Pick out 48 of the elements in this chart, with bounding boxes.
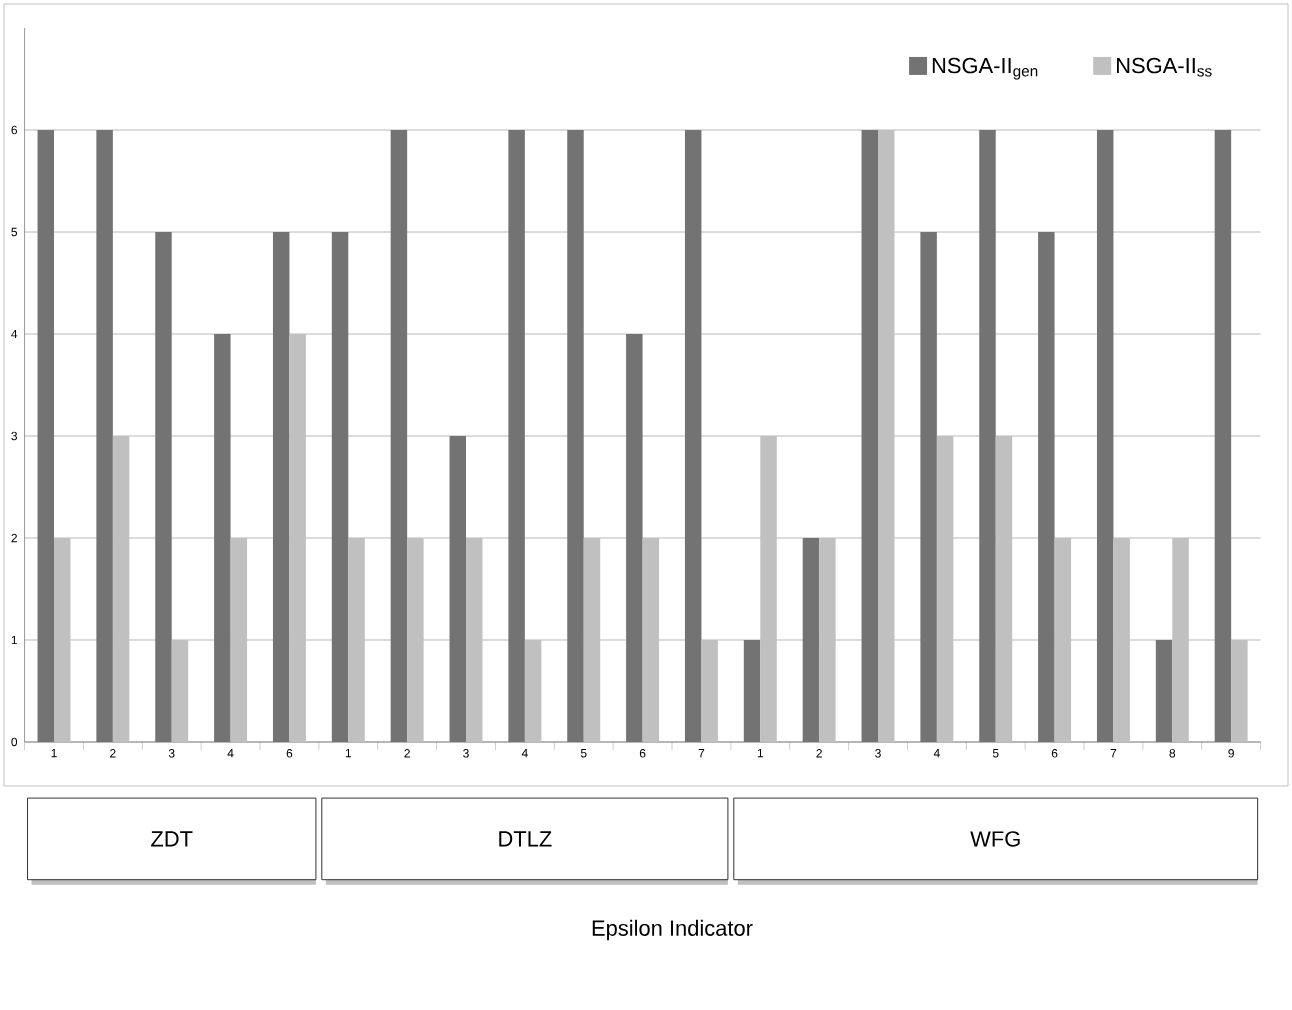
bar bbox=[1155, 640, 1173, 742]
legend-label: NSGA-II$_{ss}$ bbox=[1117, 57, 1212, 77]
bar bbox=[995, 436, 1013, 742]
bar bbox=[802, 538, 820, 742]
text: Epsilon Indicator bbox=[592, 919, 753, 941]
bar bbox=[171, 640, 189, 742]
bar bbox=[920, 232, 937, 742]
bar bbox=[155, 232, 172, 742]
bar bbox=[272, 232, 290, 742]
bar bbox=[743, 640, 761, 742]
bar bbox=[37, 130, 54, 742]
bar bbox=[1231, 640, 1248, 742]
bar bbox=[1096, 130, 1114, 742]
bar bbox=[524, 640, 542, 742]
bar bbox=[760, 436, 777, 742]
bar bbox=[390, 130, 408, 742]
text: ZDT bbox=[151, 831, 193, 847]
bar bbox=[1038, 232, 1055, 742]
bar bbox=[289, 334, 306, 742]
bar bbox=[583, 538, 601, 742]
bar bbox=[1113, 538, 1130, 742]
bar bbox=[508, 130, 525, 742]
bar bbox=[466, 538, 483, 742]
bar bbox=[54, 538, 71, 742]
bar bbox=[331, 232, 349, 742]
bar bbox=[878, 130, 895, 742]
bar bbox=[567, 130, 584, 742]
bar bbox=[819, 538, 836, 742]
bar bbox=[1172, 538, 1189, 742]
bar bbox=[684, 130, 702, 742]
bar bbox=[214, 334, 231, 742]
bar bbox=[979, 130, 996, 742]
bar bbox=[626, 334, 643, 742]
bar bbox=[701, 640, 718, 742]
bar bbox=[407, 538, 424, 742]
bar bbox=[449, 436, 467, 742]
bar bbox=[230, 538, 248, 742]
bar bbox=[112, 436, 130, 742]
bar bbox=[1214, 130, 1232, 742]
bar bbox=[96, 130, 113, 742]
bar bbox=[861, 130, 879, 742]
bar bbox=[936, 436, 954, 742]
text: DTLZ bbox=[499, 831, 552, 847]
bar bbox=[348, 538, 365, 742]
legend-label: NSGA-II$_{gen}$ bbox=[932, 57, 1038, 80]
bar bbox=[1054, 538, 1072, 742]
text: WFG bbox=[970, 831, 1020, 847]
bar bbox=[642, 538, 660, 742]
